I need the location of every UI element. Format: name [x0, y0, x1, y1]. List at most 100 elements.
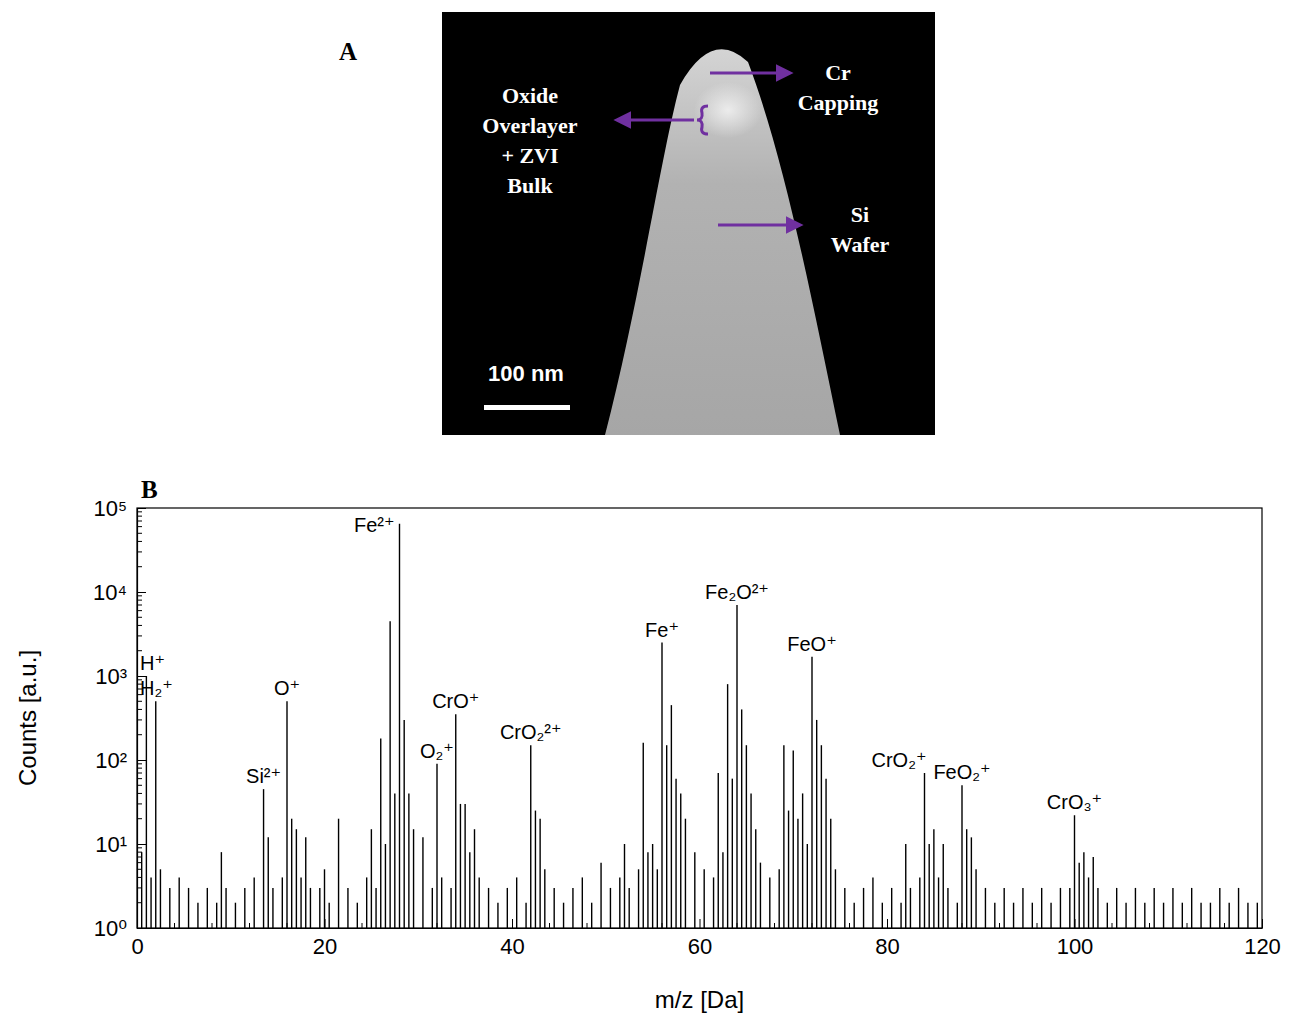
spectrum-stem	[994, 903, 995, 928]
spectrum-stem	[718, 773, 719, 928]
spectrum-stem	[722, 852, 723, 928]
tick: 100	[1057, 919, 1094, 959]
tick: 10²	[95, 748, 146, 773]
peak-label: CrO₂²⁺	[500, 721, 562, 743]
spectrum-stem	[1247, 903, 1248, 928]
y-minor-tick	[137, 803, 142, 804]
y-tick-mark	[137, 508, 146, 509]
spectrum-stem	[263, 789, 264, 928]
y-minor-tick	[137, 526, 142, 527]
bracket	[697, 106, 708, 134]
y-minor-tick	[137, 734, 142, 735]
x-minor-tick	[1037, 923, 1038, 928]
tick: 40	[500, 919, 524, 959]
y-minor-tick	[137, 793, 142, 794]
spectrum-stem	[1257, 903, 1258, 928]
spectrum-stem	[1050, 903, 1051, 928]
y-axis: 10⁰10¹10²10³10⁴10⁵	[93, 496, 146, 941]
panel-letter: A	[339, 38, 357, 65]
spectrum-stem	[647, 852, 648, 928]
y-minor-tick	[137, 533, 142, 534]
spectrum-stem	[282, 877, 283, 928]
spectrum-stem	[1013, 903, 1014, 928]
peak-label: O₂⁺	[420, 740, 454, 762]
spectrum-stem	[150, 877, 151, 928]
micrograph-background	[442, 12, 935, 435]
spectrum-stem	[375, 888, 376, 928]
peak-label: Fe₂O²⁺	[705, 581, 769, 603]
spectrum-stem	[652, 844, 653, 928]
x-minor-tick	[1187, 923, 1188, 928]
spectrum-stem	[441, 877, 442, 928]
y-minor-tick	[137, 763, 142, 764]
scale-bar	[484, 405, 570, 410]
peak-label: Fe²⁺	[354, 514, 395, 536]
spectrum-stem	[525, 903, 526, 928]
spectrum-stem	[1116, 888, 1117, 928]
scale-bar-label: 100 nm	[488, 361, 564, 386]
spectrum-stem	[666, 745, 667, 928]
spectrum-stem	[1078, 863, 1079, 928]
x-minor-tick	[399, 923, 400, 928]
x-tick-mark	[325, 919, 326, 928]
spectrum-stem	[694, 852, 695, 928]
spectrum-stem	[685, 819, 686, 928]
spectrum-stem	[910, 888, 911, 928]
spectrum-stem	[928, 844, 929, 928]
x-minor-tick	[474, 923, 475, 928]
y-minor-tick	[137, 600, 142, 601]
spectrum-stem	[628, 888, 629, 928]
peak-label: CrO₂⁺	[872, 749, 927, 771]
tick: 10⁰	[94, 916, 146, 941]
spectrum-stem	[544, 869, 545, 928]
y-minor-tick	[137, 768, 142, 769]
spectrum-stem	[788, 811, 789, 928]
tick: 10¹	[95, 832, 146, 857]
spectrum-stem	[961, 785, 962, 928]
spectrum-stem	[478, 877, 479, 928]
spectrum-stem	[821, 745, 822, 928]
spectrum-stem	[760, 863, 761, 928]
x-minor-tick	[812, 923, 813, 928]
panel-letter: B	[141, 476, 158, 503]
spectrum-stem	[403, 720, 404, 928]
spectrum-stem	[1163, 903, 1164, 928]
spectrum-stem	[474, 829, 475, 928]
annotations: H⁺H₂⁺Si²⁺O⁺Fe²⁺O₂⁺CrO⁺CrO₂²⁺Fe⁺Fe₂O²⁺FeO…	[140, 514, 1102, 814]
spectrum-stem	[1228, 903, 1229, 928]
spectrum-stem	[638, 869, 639, 928]
y-minor-tick	[137, 595, 142, 596]
spectrum-stem	[582, 877, 583, 928]
y-minor-tick	[137, 551, 142, 552]
spectrum-stem	[328, 903, 329, 928]
spectrum-stem	[750, 793, 751, 928]
spectrum-stem	[253, 877, 254, 928]
peak-label: O⁺	[274, 677, 300, 699]
spectrum-stem	[1088, 877, 1089, 928]
tick: 20	[313, 919, 337, 959]
spectrum-stem	[624, 844, 625, 928]
y-axis-title: Counts [a.u.]	[14, 650, 41, 786]
y-minor-tick	[137, 605, 142, 606]
x-minor-tick	[774, 923, 775, 928]
spectrum-stem	[516, 877, 517, 928]
peak-label: H₂⁺	[140, 677, 173, 699]
spectrum-stem	[680, 793, 681, 928]
spectrum-stem	[1069, 888, 1070, 928]
x-minor-tick	[1149, 923, 1150, 928]
y-tick-label: 10⁰	[94, 916, 127, 941]
tick: 10³	[95, 664, 146, 689]
spectrum-stem	[778, 869, 779, 928]
spectrum-stem	[844, 888, 845, 928]
x-minor-tick	[249, 923, 250, 928]
y-minor-tick	[137, 511, 142, 512]
y-minor-tick	[137, 566, 142, 567]
x-minor-tick	[1112, 923, 1113, 928]
spectrum-stem	[1060, 888, 1061, 928]
figure: ACrCappingOxideOverlayer+ ZVIBulkSiWafer…	[0, 0, 1297, 1028]
x-minor-tick	[549, 923, 550, 928]
spectrum-stem	[380, 739, 381, 928]
spectrum-stem	[657, 869, 658, 928]
spectrum-stem	[413, 829, 414, 928]
spectrum-stem	[703, 869, 704, 928]
